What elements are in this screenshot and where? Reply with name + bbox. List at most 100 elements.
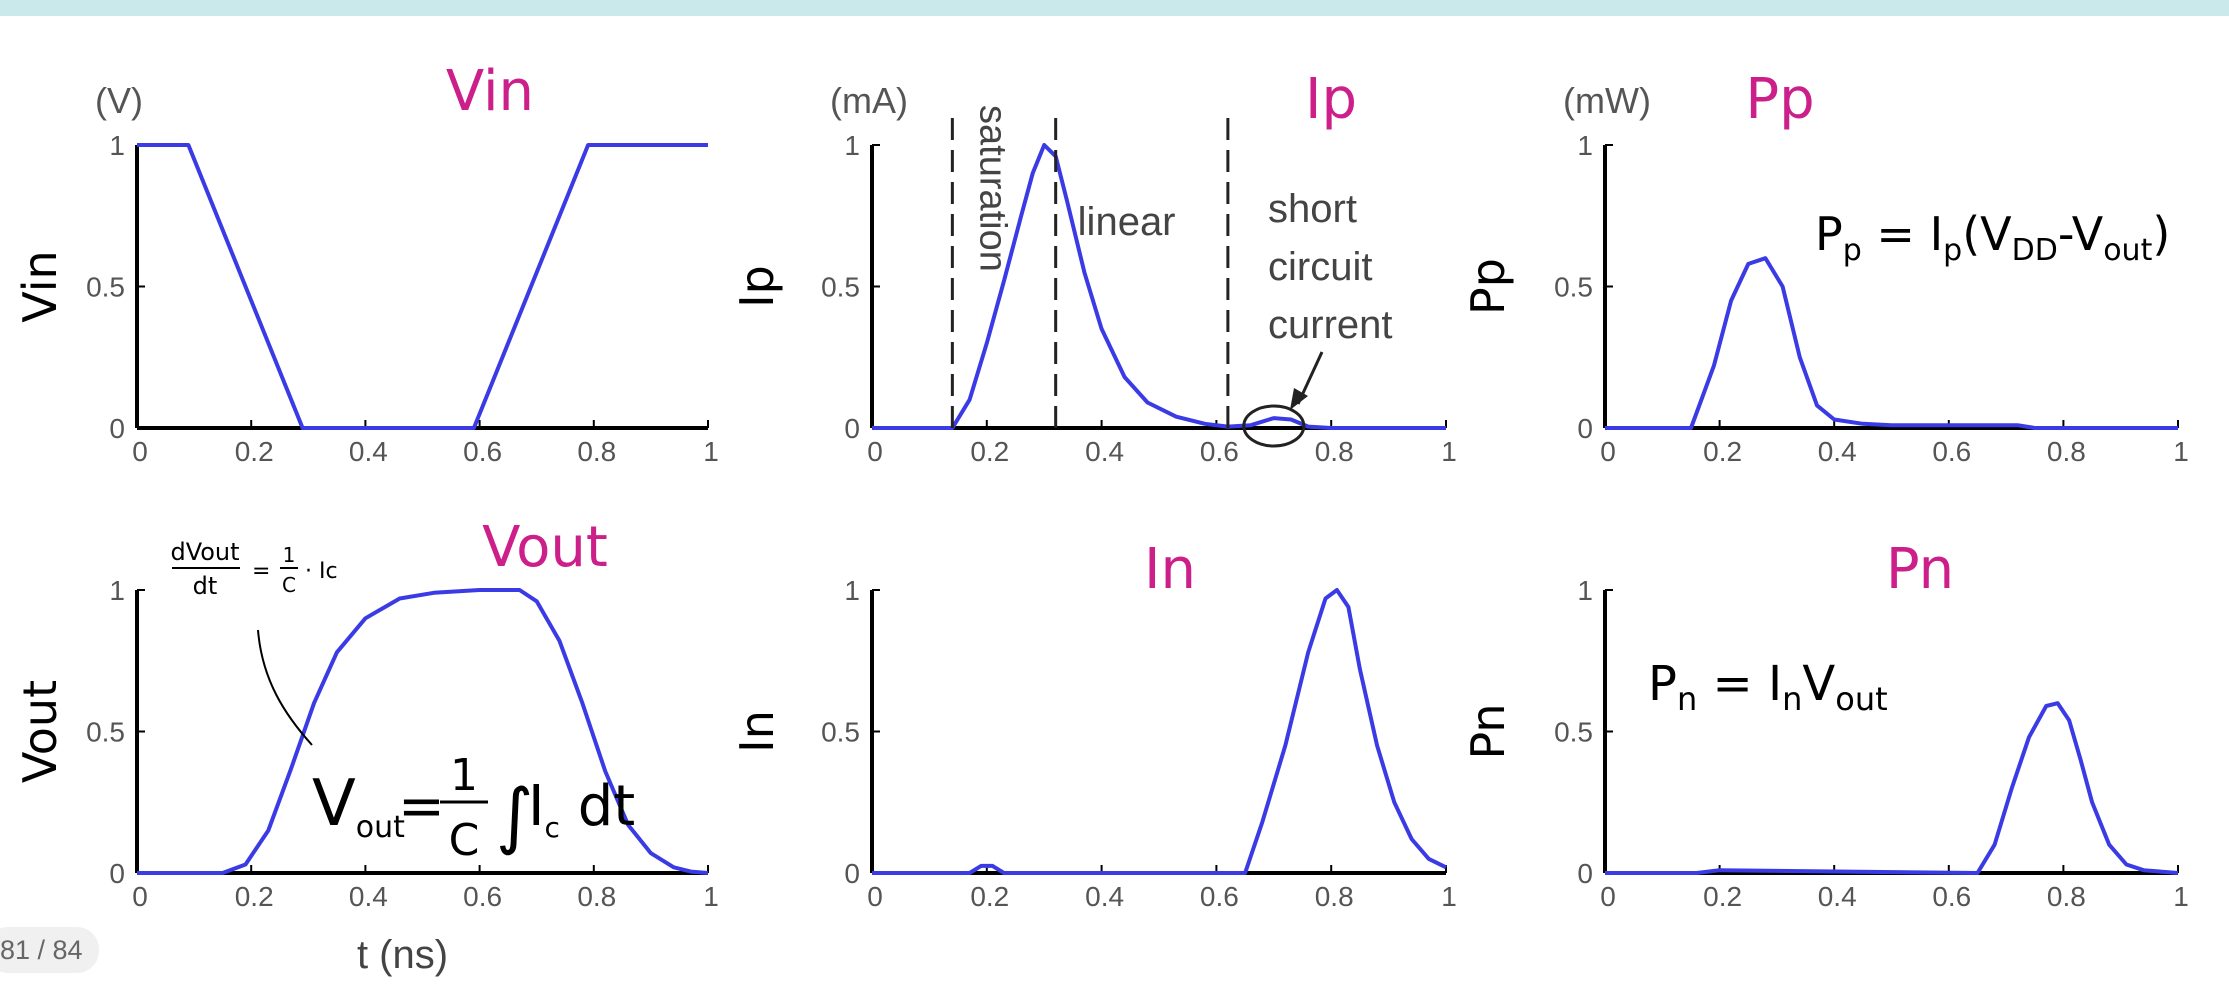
formula-part: P [1815, 207, 1843, 261]
formula-subscript: c [545, 811, 560, 844]
x-tick-label: 0.8 [577, 436, 616, 467]
x-tick-label: 0.2 [235, 881, 274, 912]
series-line [872, 143, 1446, 430]
formula-subscript: out [1835, 680, 1887, 718]
x-tick-label: 1 [703, 881, 719, 912]
formula-part: (V [1962, 207, 2012, 261]
y-axis-label: Vin [13, 250, 67, 322]
page-counter: 81 / 84 [0, 927, 99, 973]
y-tick-label: 0 [1577, 413, 1593, 444]
y-tick-label: 0 [109, 858, 125, 889]
series-line [137, 588, 709, 875]
x-tick-label: 0.4 [1085, 881, 1124, 912]
y-tick-label: 1 [109, 130, 125, 161]
x-tick-label: 1 [2173, 881, 2189, 912]
x-tick-label: 0 [132, 881, 148, 912]
equals-sign: = [252, 559, 270, 584]
series-line [1605, 256, 2178, 430]
formula-subscript: out [356, 810, 405, 845]
formula-part: = I [1697, 656, 1782, 712]
y-axis-label: Pp [1461, 258, 1515, 315]
series-line [137, 143, 708, 430]
x-tick-label: 0.4 [349, 436, 388, 467]
y-tick-label: 0 [844, 413, 860, 444]
formula-subscript: DD [2012, 233, 2058, 268]
series-line [872, 588, 1447, 875]
formula-part: = I [1862, 207, 1943, 261]
formula-subscript: out [2103, 233, 2152, 268]
chart-vin: 0 0.2 0.4 0.6 0.8 1 0 0.5 1 (V) Vin Vin [13, 59, 719, 467]
short-circuit-label: short [1268, 187, 1357, 231]
x-tick-label: 0.2 [1703, 881, 1742, 912]
x-axis-label: t (ns) [357, 933, 448, 977]
handwritten-title: Ip [1305, 67, 1357, 132]
formula-part: V [312, 767, 356, 841]
series-line [1605, 701, 2179, 875]
handwritten-title: Vin [446, 59, 534, 124]
top-strip [0, 0, 2229, 16]
integral-formula: Vout [312, 767, 405, 845]
x-tick-label: 1 [1441, 881, 1457, 912]
y-axis-label: Vout [13, 680, 67, 783]
y-tick-label: 0.5 [1554, 272, 1593, 303]
x-tick-label: 0.4 [1085, 436, 1124, 467]
short-circuit-label: circuit [1268, 245, 1372, 289]
handwritten-title: In [1144, 537, 1196, 602]
handwritten-title: Pp [1745, 67, 1814, 132]
handwritten-title: Pn [1886, 537, 1954, 602]
x-tick-label: 0.4 [1818, 436, 1857, 467]
x-tick-label: 0.4 [1818, 881, 1857, 912]
x-tick-label: 1 [1441, 436, 1457, 467]
power-formula: Pp = Ip(VDD-Vout) [1815, 207, 2170, 268]
x-tick-label: 0.6 [463, 436, 502, 467]
x-tick-label: 0.8 [2047, 881, 2086, 912]
pointer-line [257, 629, 313, 746]
derivative-numerator: dVout [170, 538, 239, 566]
x-tick-label: 1 [703, 436, 719, 467]
x-tick-label: 0.2 [235, 436, 274, 467]
y-tick-label: 0 [109, 413, 125, 444]
y-tick-label: 1 [1577, 575, 1593, 606]
fraction-numerator: 1 [450, 750, 478, 801]
x-tick-label: 0.2 [970, 436, 1009, 467]
y-axis-label: Pn [1461, 703, 1515, 759]
formula-subscript: p [1843, 233, 1862, 268]
formula-subscript: p [1943, 233, 1962, 268]
chart-ip: 0 0.2 0.4 0.6 0.8 1 0 0.5 1 (mA) Ip Ip saturation lin… [730, 67, 1457, 467]
short-circuit-ellipse [1242, 404, 1306, 448]
formula-subscript: n [1782, 680, 1802, 718]
y-tick-label: 1 [844, 130, 860, 161]
x-tick-label: 0.6 [1200, 881, 1239, 912]
arrow-head [1290, 388, 1308, 410]
unit-label: (mW) [1563, 80, 1651, 121]
fraction-numerator: 1 [283, 543, 296, 567]
short-circuit-label: current [1268, 303, 1393, 347]
x-tick-label: 0.4 [349, 881, 388, 912]
y-tick-label: 1 [109, 575, 125, 606]
formula-part: V [1802, 656, 1835, 712]
y-tick-label: 0 [1577, 858, 1593, 889]
x-tick-label: 0.8 [1315, 436, 1354, 467]
formula-part: ) [2152, 207, 2170, 261]
x-tick-label: 0.2 [1703, 436, 1742, 467]
fraction-denominator: C [282, 573, 296, 597]
x-tick-label: 0 [1600, 436, 1616, 467]
y-tick-label: 0.5 [821, 272, 860, 303]
formula-part: -V [2058, 207, 2104, 261]
x-tick-label: 0.8 [577, 881, 616, 912]
formula-subscript: n [1677, 680, 1697, 718]
saturation-label: saturation [971, 105, 1013, 272]
linear-label: linear [1078, 200, 1176, 244]
integral-body: Ic dt [528, 774, 635, 844]
formula-part: P [1648, 656, 1677, 712]
x-tick-label: 0.6 [1200, 436, 1239, 467]
x-tick-label: 0 [132, 436, 148, 467]
unit-label: (V) [95, 80, 143, 121]
x-tick-label: 0.6 [1932, 881, 1971, 912]
fraction-denominator: C [449, 815, 480, 866]
formula-part: I [528, 774, 545, 839]
handwritten-title: Vout [482, 515, 608, 580]
y-tick-label: 0.5 [86, 717, 125, 748]
